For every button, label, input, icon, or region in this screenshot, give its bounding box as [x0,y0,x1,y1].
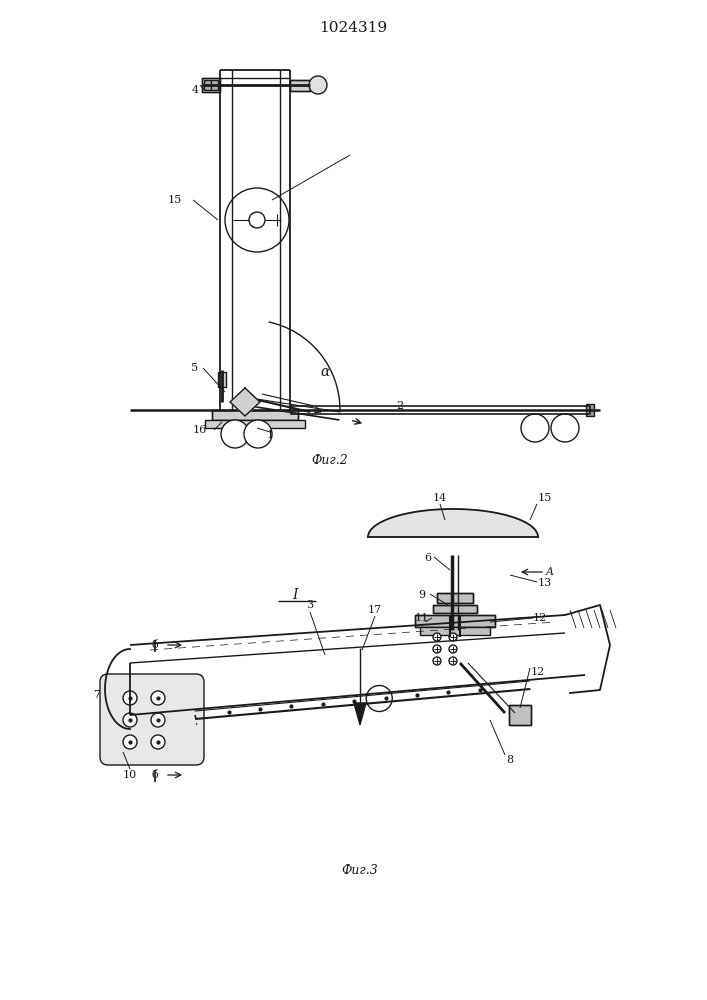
Circle shape [551,414,579,442]
Bar [202,78,220,92]
Text: 9: 9 [419,590,426,600]
Text: б: б [151,640,158,650]
Text: I: I [292,588,298,602]
Text: 1: 1 [267,430,274,440]
Bar [437,593,473,603]
Text: 10: 10 [123,770,137,780]
Bar [586,404,594,416]
Circle shape [244,420,272,448]
Circle shape [151,691,165,705]
Text: 12: 12 [531,667,545,677]
Bar [212,410,298,420]
Bar [290,80,310,91]
Bar [204,80,211,90]
Text: 2: 2 [397,401,404,411]
Text: Фиг.3: Фиг.3 [341,863,378,876]
Bar [509,705,531,725]
Circle shape [123,691,137,705]
Circle shape [449,657,457,665]
Bar [420,627,490,635]
Text: Фиг.2: Фиг.2 [312,454,349,466]
Bar [433,605,477,613]
Circle shape [151,735,165,749]
Circle shape [123,713,137,727]
Text: 12: 12 [533,613,547,623]
Text: 7: 7 [93,690,100,700]
Bar [509,705,531,725]
Circle shape [225,188,289,252]
Circle shape [249,212,265,228]
Text: α: α [320,365,329,379]
Bar [205,420,305,428]
Polygon shape [368,509,538,537]
Circle shape [433,645,441,653]
Bar [202,78,220,92]
Circle shape [221,420,249,448]
Bar [437,593,473,603]
FancyBboxPatch shape [100,674,204,765]
Bar [212,410,298,420]
Text: 14: 14 [433,493,447,503]
Bar [211,80,218,90]
Bar [218,372,226,387]
Text: 13: 13 [538,578,552,588]
Circle shape [449,633,457,641]
Circle shape [521,414,549,442]
Circle shape [123,735,137,749]
Text: 15: 15 [538,493,552,503]
Bar [415,615,495,627]
Polygon shape [230,388,260,416]
Text: A: A [546,567,554,577]
Text: 17: 17 [368,605,382,615]
Text: 8: 8 [506,755,513,765]
Circle shape [366,686,392,712]
Circle shape [309,76,327,94]
Polygon shape [354,703,366,725]
Circle shape [449,645,457,653]
Text: 4: 4 [192,85,199,95]
Bar [290,80,310,91]
Bar [433,605,477,613]
Text: 6: 6 [424,553,431,563]
Text: 15: 15 [168,195,182,205]
Circle shape [151,713,165,727]
Text: 16: 16 [193,425,207,435]
Circle shape [433,633,441,641]
Text: 11: 11 [415,613,429,623]
Text: 1024319: 1024319 [319,21,387,35]
Bar [415,615,495,627]
Circle shape [433,657,441,665]
Text: 3: 3 [306,600,314,610]
Text: 5: 5 [192,363,199,373]
Text: б: б [151,770,158,780]
